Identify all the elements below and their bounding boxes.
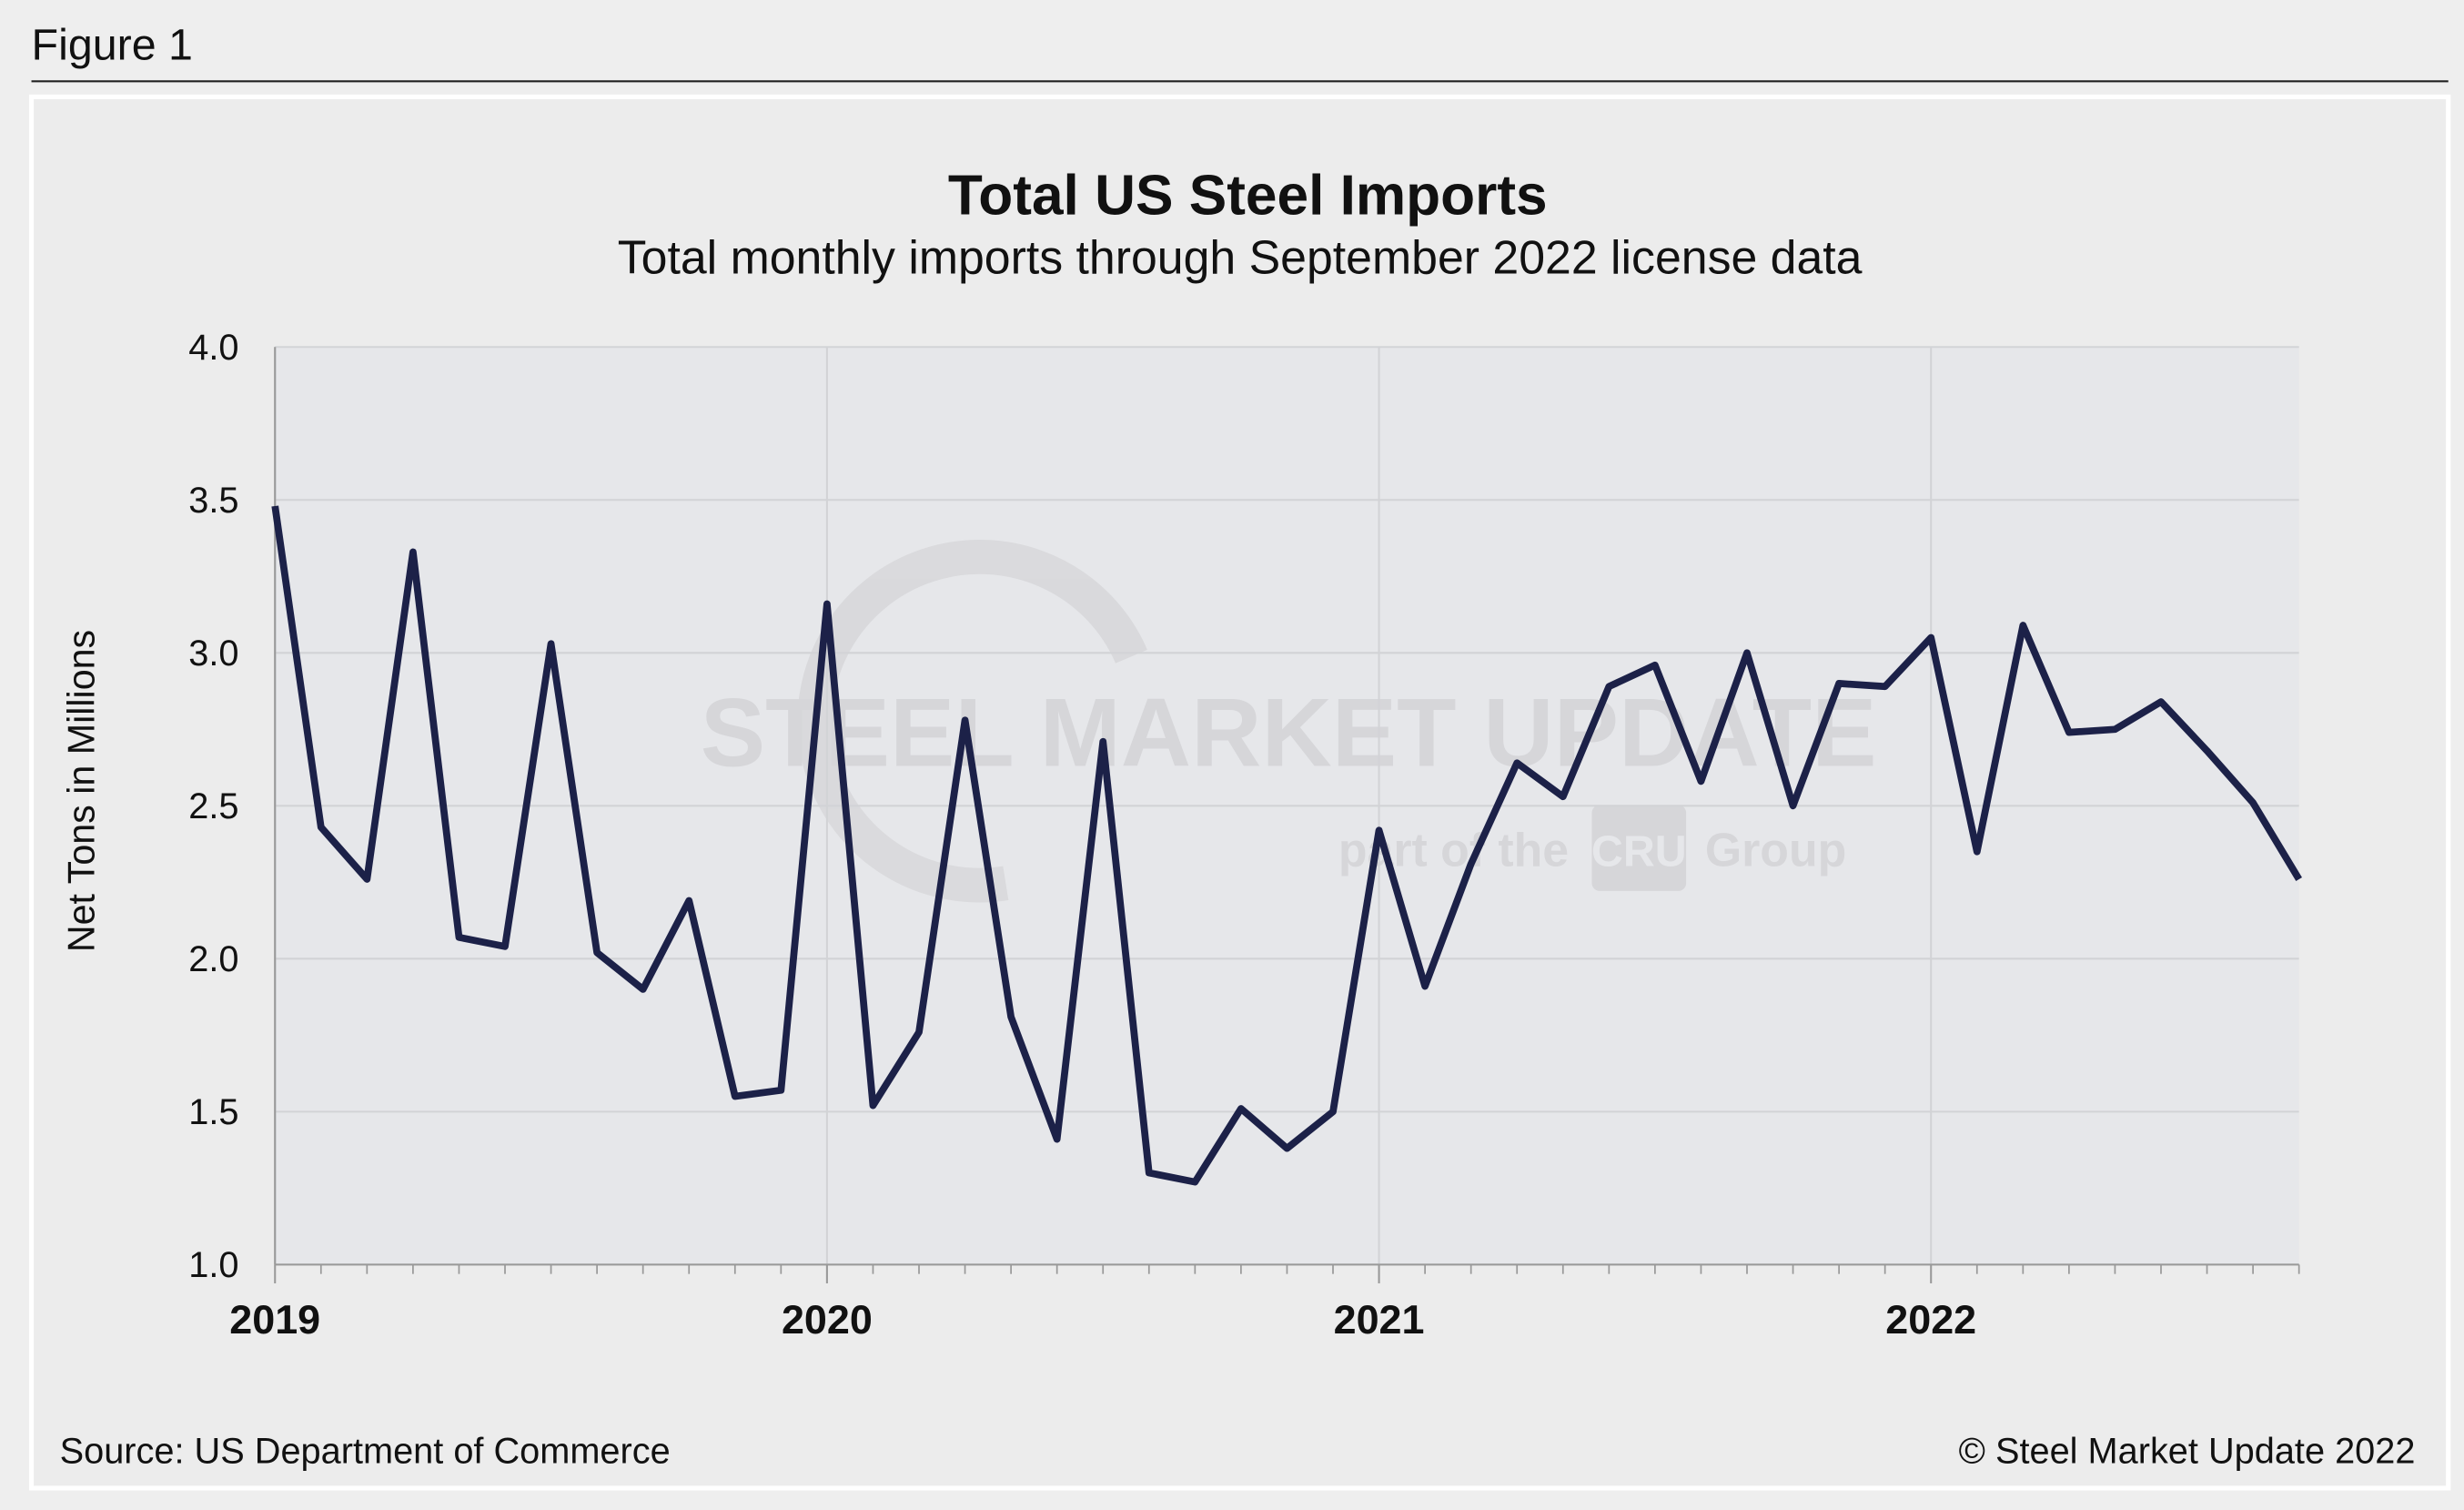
x-tick-label: 2022 bbox=[1885, 1297, 1976, 1343]
y-tick-label: 4.0 bbox=[188, 328, 238, 368]
watermark-arc bbox=[797, 540, 1147, 903]
y-tick-label: 3.0 bbox=[188, 633, 238, 674]
chart-subtitle: Total monthly imports through September … bbox=[618, 231, 1863, 284]
y-axis-label: Net Tons in Millions bbox=[61, 630, 103, 952]
y-tick-label: 1.0 bbox=[188, 1245, 238, 1285]
y-tick-label: 3.5 bbox=[188, 481, 238, 521]
data-line bbox=[271, 505, 2302, 1186]
watermark-logo-box bbox=[1591, 805, 1687, 891]
x-tick-label: 2019 bbox=[229, 1297, 320, 1343]
watermark-logo: CRU bbox=[1591, 827, 1687, 877]
watermark-group: Group bbox=[1705, 824, 1846, 877]
y-tick-label: 2.0 bbox=[188, 939, 238, 979]
x-tick-label: 2021 bbox=[1334, 1297, 1425, 1343]
x-tick-label: 2020 bbox=[782, 1297, 873, 1343]
copyright: © Steel Market Update 2022 bbox=[1959, 1432, 2416, 1472]
y-tick-label: 2.5 bbox=[188, 786, 238, 826]
chart-title: Total US Steel Imports bbox=[948, 164, 1548, 227]
figure-label: Figure 1 bbox=[32, 20, 193, 69]
source: Source: US Department of Commerce bbox=[60, 1432, 671, 1472]
y-tick-label: 1.5 bbox=[188, 1092, 238, 1132]
